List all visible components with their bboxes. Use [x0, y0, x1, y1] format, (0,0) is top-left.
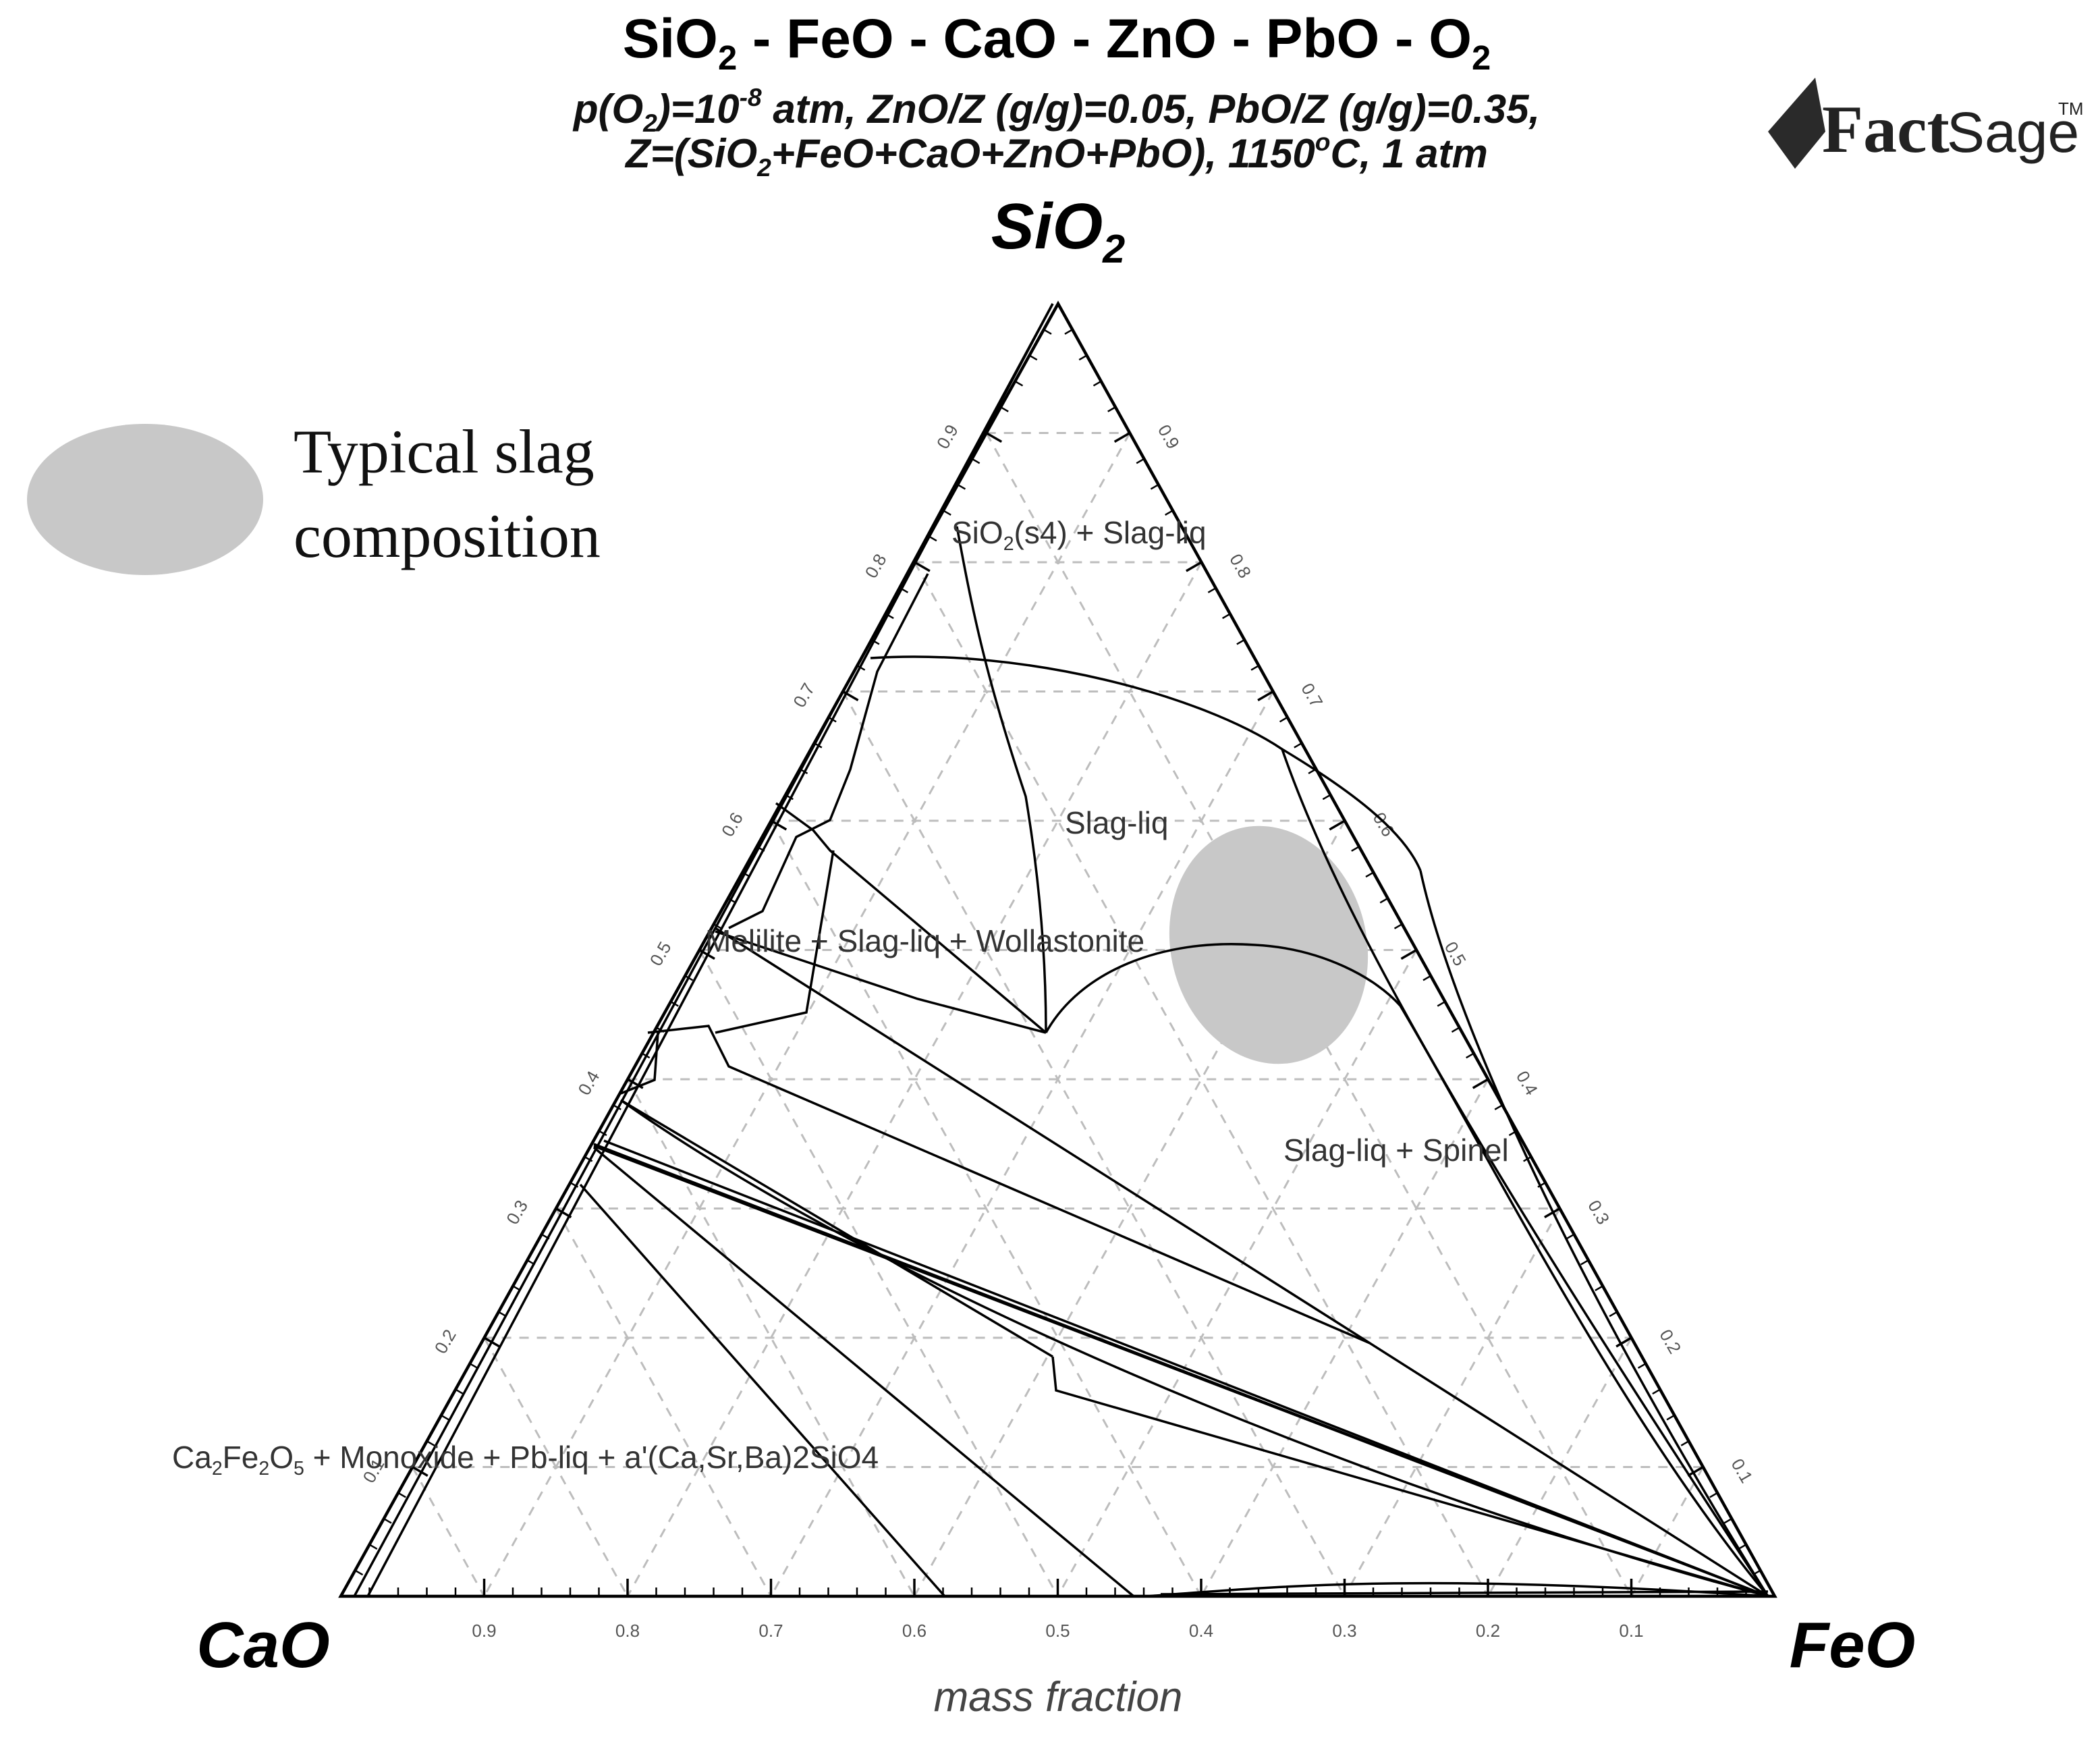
- tick-label-bottom: 0.9: [472, 1621, 496, 1641]
- legend: Typical slag composition: [27, 417, 601, 575]
- vertex-label-cao: CaO: [196, 1609, 329, 1681]
- boundary-line: [647, 1025, 1371, 1345]
- boundary-line: [1419, 870, 1769, 1597]
- tick-mark: [1186, 561, 1203, 572]
- tick-label-left: 0.5: [646, 938, 675, 969]
- tick-label-left: 0.3: [502, 1197, 532, 1228]
- legend-label-line1: Typical slag: [294, 417, 595, 486]
- tick-mark: [1329, 819, 1346, 831]
- boundary-line: [579, 1183, 946, 1598]
- boundary-line: [715, 930, 1047, 1034]
- tick-label-right: 0.7: [1297, 680, 1327, 711]
- tick-label-bottom: 0.6: [902, 1621, 927, 1641]
- boundary-line: [592, 1146, 1135, 1598]
- phase-boundaries: [353, 303, 1769, 1598]
- ternary-frame: [338, 300, 1777, 1598]
- tick-label-left: 0.6: [717, 809, 747, 840]
- tick-mark: [412, 1465, 429, 1477]
- boundary-line: [593, 1145, 1769, 1598]
- tick-mark: [1113, 431, 1131, 443]
- logo-tm-text: TM: [2058, 99, 2084, 119]
- boundary-line: [715, 850, 835, 1034]
- tick-mark: [1615, 1336, 1632, 1348]
- gridline-cao: [914, 562, 1489, 1597]
- tick-mark: [1400, 948, 1417, 960]
- boundary-line: [619, 1099, 1769, 1598]
- tick-label-left: 0.9: [933, 421, 962, 452]
- gridline-cao: [698, 949, 1059, 1597]
- tick-label-left: 0.4: [574, 1067, 603, 1098]
- region-label-slag-liq: Slag-liq: [1065, 805, 1168, 840]
- diagram-subtitle-line1: p(O2​)=10-8​ atm, ZnO/Z (g/g)=0.05, PbO/…: [572, 83, 1540, 137]
- boundary-line: [353, 303, 1054, 1597]
- logo-sage-text: Sage: [1947, 101, 2079, 164]
- tick-label-bottom: 0.4: [1189, 1621, 1213, 1641]
- tick-mark: [1472, 1078, 1489, 1089]
- logo-fact-text: Fact: [1822, 92, 1950, 167]
- tick-label-right: 0.9: [1154, 421, 1184, 452]
- tick-label-left: 0.7: [789, 680, 819, 711]
- tick-label-bottom: 0.3: [1332, 1621, 1356, 1641]
- region-label-ca2fe2o5-assemblage: Ca2​Fe2​O5​ + Monoxide + Pb-liq + a'(Ca,…: [172, 1440, 879, 1479]
- vertex-label-sio2: SiO2​: [991, 190, 1125, 271]
- boundary-line: [1369, 1342, 1769, 1598]
- tick-label-left: 0.8: [861, 550, 891, 581]
- gridline-cao: [555, 1207, 772, 1597]
- tick-label-left: 0.2: [431, 1326, 460, 1357]
- diagram-title: SiO2​ - FeO - CaO - ZnO - PbO - O2​: [623, 8, 1491, 77]
- tick-label-right: 0.1: [1728, 1455, 1757, 1486]
- tick-mark: [914, 561, 931, 572]
- tick-label-bottom: 0.2: [1476, 1621, 1500, 1641]
- gridline-feo: [626, 562, 1203, 1597]
- tick-label-right: 0.3: [1584, 1197, 1613, 1228]
- gridline-feo: [1200, 1079, 1489, 1597]
- boundary-line: [1281, 749, 1769, 1597]
- gridline-feo: [483, 432, 1131, 1597]
- region-label-melilite-slag-wollastonite: Melilite + Slag-liq + Wollastonite: [705, 923, 1144, 958]
- boundary-line: [728, 573, 929, 929]
- gridline-cao: [411, 1466, 485, 1597]
- gridline-feo: [770, 690, 1274, 1597]
- gridline-cao: [483, 1337, 629, 1597]
- diagram-subtitle-line2: Z=(SiO2​+FeO+CaO+ZnO+PbO), 1150o​C, 1 at…: [624, 128, 1488, 182]
- tick-mark: [985, 431, 1003, 443]
- tick-label-bottom: 0.7: [758, 1621, 783, 1641]
- axis-label-mass-fraction: mass fraction: [934, 1674, 1183, 1720]
- tick-mark: [1687, 1465, 1704, 1477]
- gridline-feo: [1487, 1337, 1632, 1597]
- boundary-line: [1146, 1581, 1769, 1598]
- tick-label-right: 0.8: [1225, 550, 1255, 581]
- boundary-line: [956, 526, 1047, 1033]
- tick-label-bottom: 0.8: [615, 1621, 640, 1641]
- boundary-line: [1045, 943, 1402, 1033]
- tick-label-bottom: 0.5: [1045, 1621, 1070, 1641]
- gridline-cao: [626, 1079, 916, 1597]
- boundary-line: [1160, 1590, 1769, 1596]
- gridline-cao: [985, 432, 1632, 1597]
- gridline-cao: [841, 690, 1346, 1597]
- boundary-line: [1051, 1356, 1769, 1598]
- factsage-logo: Fact Sage TM: [1768, 78, 2084, 169]
- tick-label-bottom: 0.1: [1619, 1621, 1643, 1641]
- region-label-sio2-s4-slag: SiO2​(s4) + Slag-liq: [951, 515, 1207, 555]
- tick-label-right: 0.4: [1512, 1067, 1542, 1098]
- ternary-grid: [411, 432, 1705, 1597]
- boundary-line: [620, 1099, 1053, 1358]
- gridline-feo: [1344, 1207, 1561, 1597]
- legend-swatch: [27, 424, 263, 575]
- tick-label-right: 0.5: [1441, 938, 1470, 969]
- tick-label-right: 0.2: [1655, 1326, 1685, 1357]
- boundary-line: [870, 655, 1422, 871]
- boundary-line: [715, 927, 1371, 1345]
- region-label-slag-spinel: Slag-liq + Spinel: [1283, 1133, 1509, 1168]
- vertex-label-feo: FeO: [1790, 1609, 1916, 1681]
- tick-mark: [1257, 690, 1274, 702]
- legend-label-line2: composition: [294, 501, 601, 570]
- boundary-line: [775, 802, 1047, 1034]
- gridline-feo: [1057, 949, 1418, 1597]
